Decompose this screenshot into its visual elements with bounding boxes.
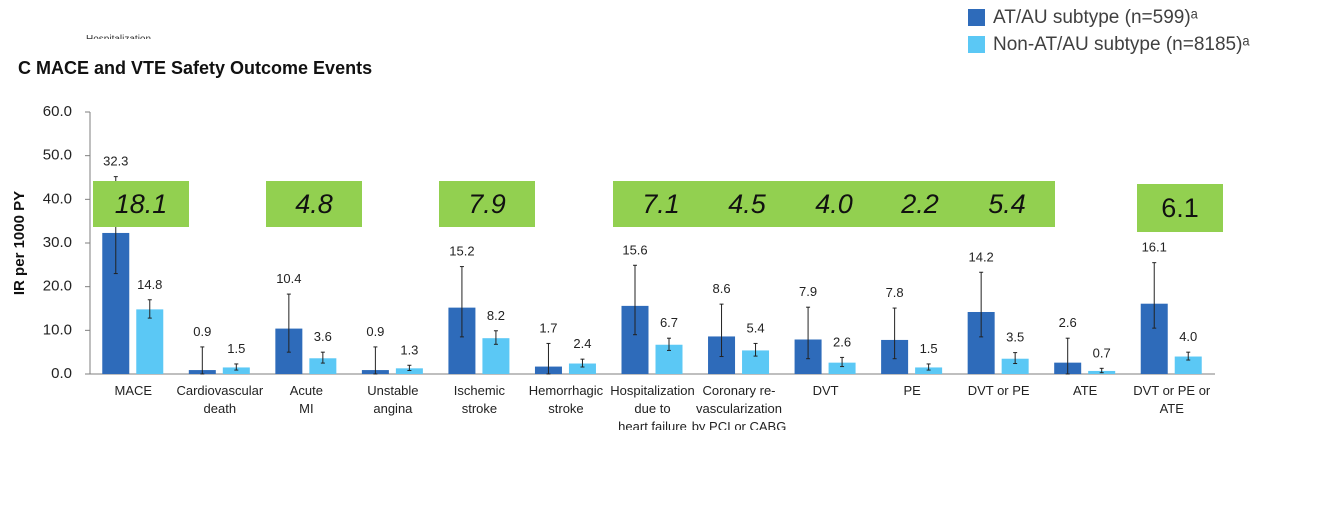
ratio-annotation: 18.1 [93,181,189,227]
x-tick-label: ATE [1073,383,1098,398]
x-tick-label: Ischemic [454,383,506,398]
bar-non-at-au [222,367,250,374]
legend-item-non-at-au: Non-AT/AU subtype (n=8185)ᵃ [968,31,1249,58]
x-tick-label: Unstable [367,383,418,398]
x-tick-label: Coronary re- [703,383,776,398]
ratio-annotation: 5.4 [959,181,1055,227]
data-label: 32.3 [103,154,128,169]
x-tick-label: Hospitalization [610,383,695,398]
clipped-note: Hospitalization [86,30,151,39]
data-label: 15.6 [622,242,647,257]
ratio-annotation: 7.1 [613,181,709,227]
ratio-annotation: 4.5 [699,181,795,227]
y-tick-label: 30.0 [43,234,72,251]
data-label: 10.4 [276,271,301,286]
data-label: 5.4 [746,320,764,335]
legend: AT/AU subtype (n=599)ᵃ Non-AT/AU subtype… [968,4,1249,58]
data-label: 0.9 [366,324,384,339]
x-tick-label: due to [634,401,670,416]
x-tick-label: PE [903,383,921,398]
data-label: 14.2 [968,249,993,264]
data-label: 15.2 [449,244,474,259]
data-label: 3.6 [314,329,332,344]
bar-non-at-au [568,363,596,374]
bar-non-at-au [915,367,943,374]
y-axis-label: IR per 1000 PY [11,191,28,295]
y-tick-label: 20.0 [43,278,72,295]
legend-label-at-au: AT/AU subtype (n=599)ᵃ [993,6,1198,28]
data-label: 0.9 [193,324,211,339]
panel-title: C MACE and VTE Safety Outcome Events [18,58,373,78]
bar-non-at-au [309,358,337,374]
y-tick-label: 40.0 [43,190,72,207]
bar-non-at-au [828,362,856,374]
bar-non-at-au [1001,358,1029,374]
data-label: 1.3 [400,342,418,357]
x-tick-label: DVT or PE or [1133,383,1211,398]
data-label: 2.6 [1059,315,1077,330]
data-label: 4.0 [1179,329,1197,344]
data-label: 2.4 [573,336,591,351]
ratio-annotation: 4.0 [786,181,882,227]
data-label: 3.5 [1006,330,1024,345]
ratio-annotation: 6.1 [1137,184,1223,232]
x-tick-label: Hemorrhagic [529,383,604,398]
data-label: 8.6 [712,281,730,296]
ratio-annotation: 4.8 [266,181,362,227]
x-tick-label: vascularization [696,401,782,416]
y-tick-label: 60.0 [43,103,72,120]
x-tick-label: DVT [813,383,839,398]
data-label: 0.7 [1093,345,1111,360]
bar-non-at-au [395,368,423,374]
ratio-annotation: 7.9 [439,181,535,227]
data-label: 6.7 [660,315,678,330]
bar-non-at-au [1174,356,1202,374]
data-label: 2.6 [833,334,851,349]
bar-non-at-au [742,350,770,374]
x-tick-label: angina [373,401,413,416]
x-tick-label: death [204,401,237,416]
x-tick-label: Acute [290,383,323,398]
x-tick-label: MI [299,401,313,416]
data-label: 1.5 [227,341,245,356]
bar-non-at-au [136,309,164,374]
y-tick-label: 10.0 [43,321,72,338]
x-tick-label: MACE [114,383,152,398]
y-tick-label: 50.0 [43,147,72,164]
data-label: 7.9 [799,284,817,299]
x-tick-label: stroke [548,401,583,416]
data-label: 14.8 [137,277,162,292]
legend-swatch-at-au [968,9,985,26]
data-label: 8.2 [487,308,505,323]
data-label: 16.1 [1142,240,1167,255]
data-label: 7.8 [886,285,904,300]
x-tick-label: Cardiovascular [176,383,263,398]
label-clip-mask [560,430,820,460]
ratio-annotation: 2.2 [872,181,968,227]
legend-swatch-non-at-au [968,36,985,53]
data-label: 1.7 [539,320,557,335]
legend-item-at-au: AT/AU subtype (n=599)ᵃ [968,4,1249,31]
legend-label-non-at-au: Non-AT/AU subtype (n=8185)ᵃ [993,33,1250,55]
x-tick-label: ATE [1160,401,1185,416]
data-label: 1.5 [920,341,938,356]
x-tick-label: stroke [462,401,497,416]
y-tick-label: 0.0 [51,365,72,382]
x-tick-label: DVT or PE [968,383,1030,398]
